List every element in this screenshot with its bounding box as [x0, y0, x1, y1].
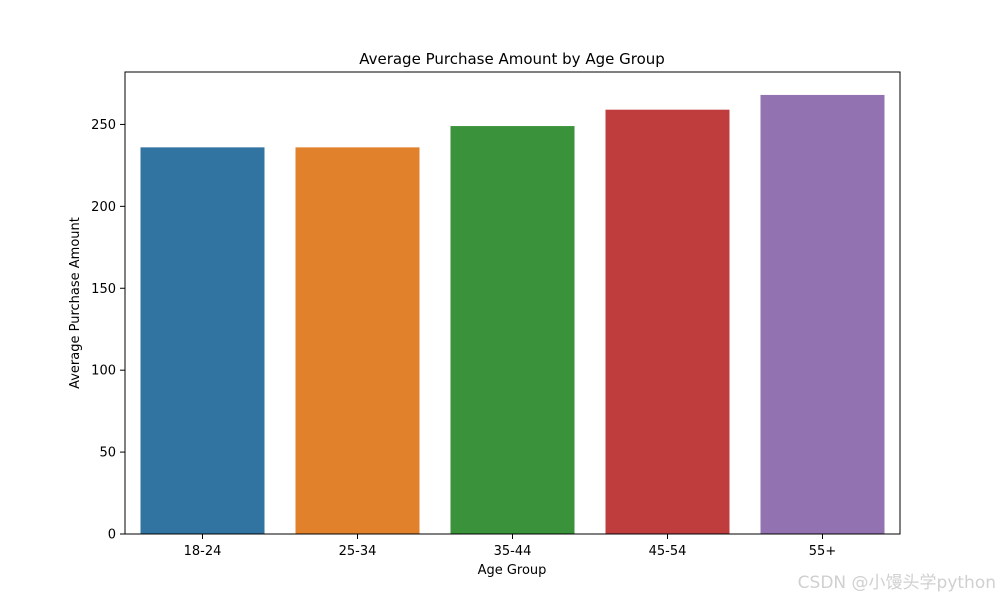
y-tick-label: 50 [99, 446, 116, 461]
x-axis-label: Age Group [478, 563, 547, 578]
plot-frame [124, 71, 901, 535]
y-tick-label: 0 [108, 528, 116, 543]
watermark-text: CSDN @小馒头学python [798, 573, 996, 593]
bar-35-44 [450, 126, 575, 534]
x-tick-label: 55+ [809, 544, 836, 559]
y-axis-label: Average Purchase Amount [68, 217, 83, 389]
x-tick-label: 18-24 [184, 544, 222, 559]
x-tick-label: 35-44 [494, 544, 532, 559]
x-tick-label: 45-54 [649, 544, 687, 559]
bars-group [140, 94, 885, 535]
bar-25-34 [295, 147, 420, 535]
y-tick-label: 200 [91, 200, 116, 215]
y-axis-ticks: 0 50 100 150 200 250 [91, 118, 125, 543]
bar-55+ [760, 94, 885, 535]
y-tick-label: 250 [91, 118, 116, 133]
bar-45-54 [605, 109, 730, 535]
y-tick-label: 100 [91, 364, 116, 379]
x-tick-label: 25-34 [339, 544, 377, 559]
bar-18-24 [140, 147, 265, 535]
chart-title: Average Purchase Amount by Age Group [359, 50, 665, 68]
y-tick-label: 150 [91, 282, 116, 297]
x-axis-ticks: 18-24 25-34 35-44 45-54 55+ [184, 534, 836, 559]
